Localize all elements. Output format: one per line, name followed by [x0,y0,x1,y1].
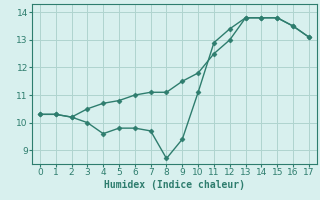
X-axis label: Humidex (Indice chaleur): Humidex (Indice chaleur) [104,180,245,190]
